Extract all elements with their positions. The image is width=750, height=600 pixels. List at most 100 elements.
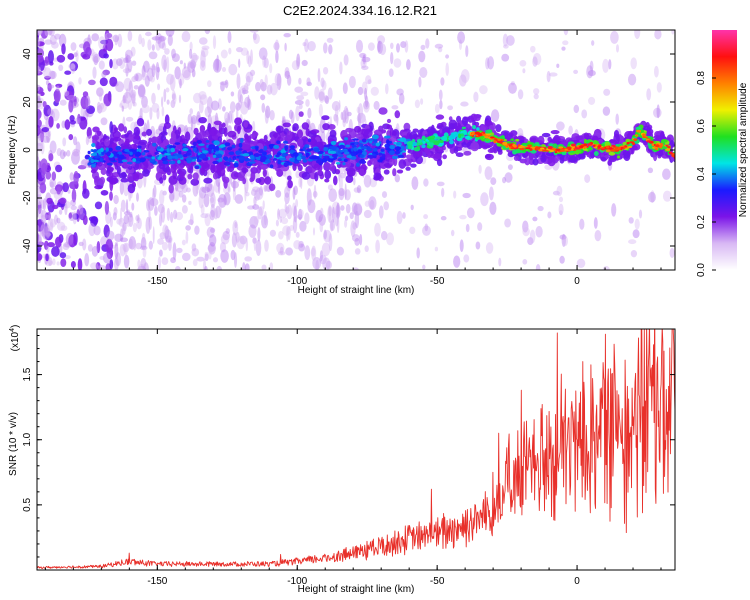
spectrogram-cell <box>255 146 259 151</box>
spectrogram-cell <box>220 81 225 92</box>
spectrogram-cell <box>416 247 420 259</box>
spectrogram-cell <box>331 153 338 158</box>
spectrogram-cell <box>72 213 79 220</box>
spectrogram-cell <box>70 63 76 75</box>
spectrogram-cell <box>418 50 426 63</box>
spectrogram-cell <box>438 46 443 53</box>
spectrogram-cell <box>360 146 368 150</box>
spectrogram-y-ticks: -40 -20 0 20 40 <box>22 48 675 253</box>
spectrogram-cell <box>181 183 188 194</box>
spectrogram-cell <box>587 69 596 77</box>
spectrogram-cell <box>62 182 70 193</box>
spectrogram-cell <box>262 169 267 178</box>
spectrogram-cell <box>274 39 280 53</box>
spectrogram-cell <box>198 143 205 146</box>
spectrogram-cell <box>643 133 646 137</box>
spectrogram-cell <box>37 95 41 103</box>
spectrogram-cell <box>212 160 219 165</box>
spectrogram-cell <box>342 160 352 168</box>
spectrogram-cell <box>93 55 99 66</box>
spectrogram-cell <box>41 214 51 220</box>
spectrogram-cell <box>321 115 330 121</box>
spectrogram-cell <box>167 154 173 160</box>
spectrogram-cell <box>132 222 138 233</box>
spectrogram-cell <box>292 216 298 234</box>
spectrogram-cell <box>179 60 183 65</box>
spectrogram-cell <box>434 246 439 252</box>
spectrogram-cell <box>615 44 620 53</box>
spectrogram-cell <box>275 219 279 227</box>
spectrogram-cell <box>519 59 527 67</box>
spectrogram-cell <box>322 66 329 75</box>
spectrogram-cell <box>128 213 134 227</box>
spectrogram-cell <box>142 168 150 177</box>
spectrogram-cell <box>354 248 361 255</box>
spectrogram-cell <box>263 145 268 151</box>
spectrogram-cell <box>488 186 494 201</box>
spectrogram-cell <box>422 140 426 145</box>
spectrogram-cell <box>54 33 61 40</box>
spectrogram-cell <box>40 209 47 224</box>
spectrogram-cell <box>533 154 539 159</box>
spectrogram-cell <box>37 151 40 161</box>
spectrogram-cell <box>108 147 113 152</box>
spectrogram-cell <box>243 121 248 128</box>
spectrogram-cell <box>87 162 91 166</box>
spectrogram-cell <box>191 156 198 160</box>
spectrogram-cell <box>353 202 363 216</box>
spectrogram-cell <box>145 31 152 37</box>
spectrogram-cell <box>49 140 57 154</box>
spectrogram-cell <box>210 227 216 233</box>
snr-line-group <box>37 329 675 570</box>
spectrogram-x-tick-label: -100 <box>287 276 307 287</box>
spectrogram-cell <box>298 240 304 248</box>
spectrogram-cell <box>69 120 76 125</box>
spectrogram-cell <box>106 33 113 39</box>
spectrogram-cell <box>172 92 177 105</box>
spectrogram-cell <box>357 86 364 96</box>
spectrogram-cell <box>350 220 356 238</box>
spectrogram-cell <box>90 262 99 270</box>
spectrogram-cell <box>218 157 223 162</box>
spectrogram-cell <box>473 114 481 122</box>
spectrogram-cell <box>300 91 309 97</box>
colorbar-tick-label: 0.2 <box>696 215 707 229</box>
spectrogram-cell <box>304 144 310 149</box>
spectrogram-cell <box>497 138 502 141</box>
spectrogram-cell <box>630 250 638 258</box>
spectrogram-cell <box>257 149 264 154</box>
spectrogram-cell <box>70 199 77 207</box>
spectrogram-cell <box>41 199 45 210</box>
spectrogram-cell <box>47 130 52 137</box>
spectrogram-cell <box>328 44 333 55</box>
spectrogram-cell <box>493 140 497 144</box>
spectrogram-cell <box>465 45 469 58</box>
spectrogram-cell <box>98 36 106 50</box>
spectrogram-cell <box>381 153 386 159</box>
spectrogram-cell <box>589 60 594 72</box>
spectrogram-cell <box>605 145 610 149</box>
spectrogram-cell <box>369 199 375 210</box>
spectrogram-cell <box>588 96 596 105</box>
spectrogram-cell <box>99 103 105 110</box>
spectrogram-cell <box>244 187 247 202</box>
spectrogram-cell <box>92 149 97 153</box>
spectrogram-cell <box>362 54 366 65</box>
spectrogram-cell <box>333 115 339 123</box>
spectrogram-cell <box>430 135 436 139</box>
spectrogram-cell <box>73 148 78 156</box>
spectrogram-cell <box>45 171 52 180</box>
spectrogram-cell <box>285 226 289 242</box>
spectrogram-cell <box>475 241 481 250</box>
spectrogram-cell <box>339 144 345 149</box>
spectrogram-cell <box>67 189 71 194</box>
spectrogram-cell <box>231 144 236 149</box>
spectrogram-cell <box>162 173 167 181</box>
spectrogram-cell <box>179 171 185 180</box>
spectrogram-cell <box>202 132 210 138</box>
spectrogram-cell <box>45 225 51 238</box>
spectrogram-cell <box>263 184 268 192</box>
spectrogram-cell <box>196 139 202 144</box>
spectrogram-cell <box>443 132 449 137</box>
spectrogram-cell <box>119 180 124 195</box>
